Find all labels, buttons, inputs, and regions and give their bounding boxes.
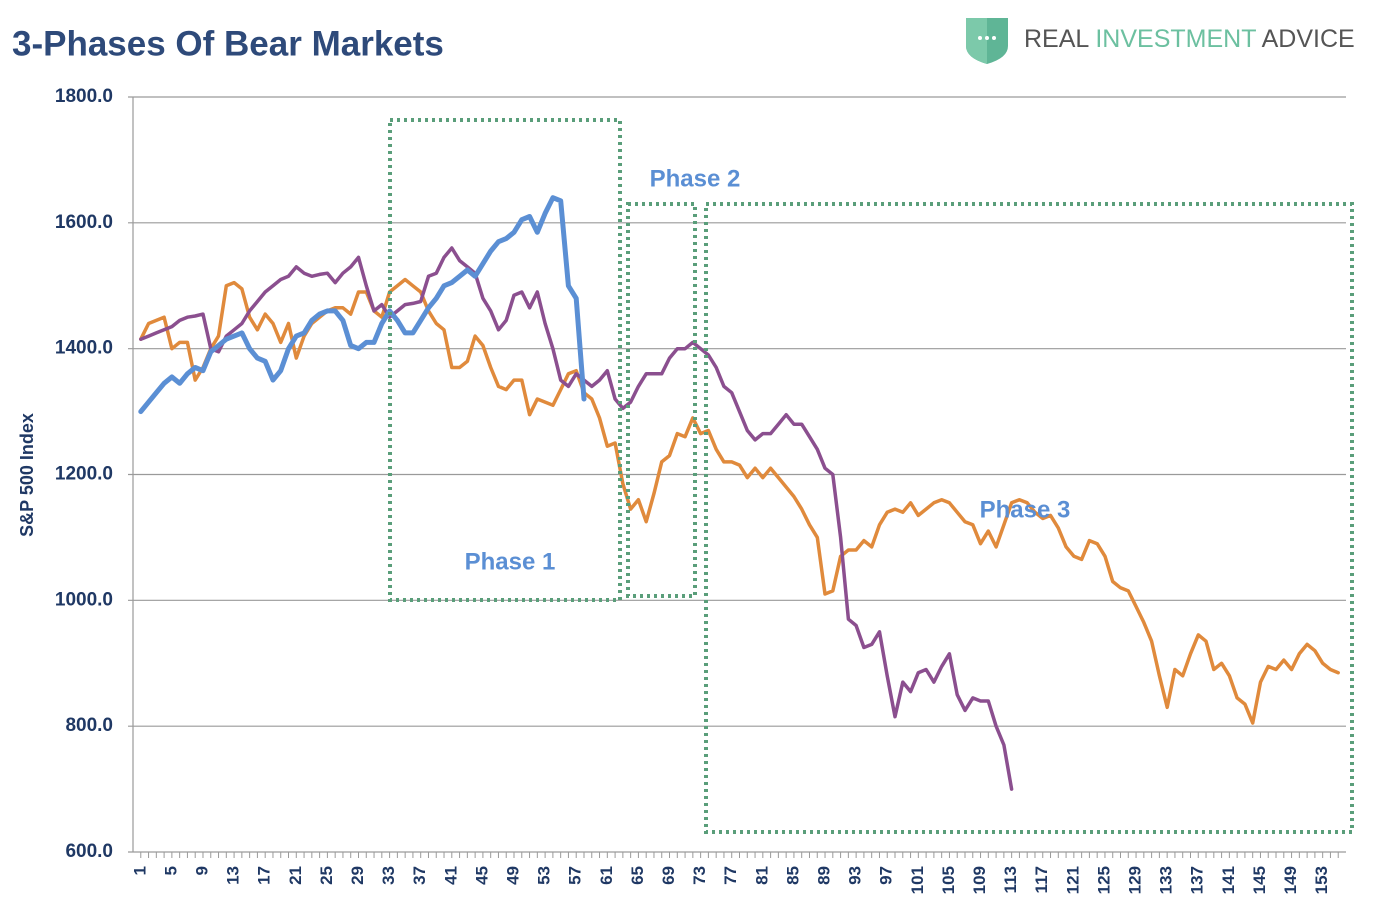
x-tick-label: 13 bbox=[224, 866, 243, 885]
y-tick-label: 1200.0 bbox=[55, 464, 113, 485]
x-tick-label: 41 bbox=[441, 866, 460, 885]
phase-box bbox=[704, 202, 1354, 834]
x-tick-label: 25 bbox=[317, 866, 336, 885]
logo-text: REAL INVESTMENT ADVICE bbox=[1024, 25, 1355, 53]
phase-label: Phase 2 bbox=[650, 165, 741, 192]
x-tick-label: 121 bbox=[1063, 866, 1082, 894]
x-tick-label: 21 bbox=[286, 866, 305, 885]
x-tick-label: 81 bbox=[752, 866, 771, 885]
x-tick-label: 57 bbox=[566, 866, 585, 885]
x-tick-label: 129 bbox=[1126, 866, 1145, 894]
y-tick-label: 1400.0 bbox=[55, 338, 113, 359]
brand-word: ADVICE bbox=[1262, 25, 1355, 53]
x-tick-label: 89 bbox=[815, 866, 834, 885]
chart-title: 3-Phases Of Bear Markets bbox=[12, 24, 444, 63]
x-tick-label: 153 bbox=[1312, 866, 1331, 894]
phase-box bbox=[626, 202, 697, 598]
x-tick-label: 5 bbox=[161, 866, 180, 875]
x-tick-label: 65 bbox=[628, 866, 647, 885]
logo-icon-shade bbox=[966, 18, 987, 64]
x-tick-label: 97 bbox=[877, 866, 896, 885]
series-line bbox=[138, 195, 587, 415]
x-tick-label: 125 bbox=[1094, 866, 1113, 894]
x-tick-label: 49 bbox=[503, 866, 522, 885]
y-tick-label: 600.0 bbox=[65, 841, 113, 862]
x-tick-label: 101 bbox=[908, 866, 927, 894]
series-line bbox=[139, 277, 1340, 725]
x-tick-label: 149 bbox=[1281, 866, 1300, 894]
y-tick-label: 800.0 bbox=[65, 715, 113, 736]
logo: REAL INVESTMENT ADVICE bbox=[966, 18, 1355, 64]
y-tick-label: 1600.0 bbox=[55, 212, 113, 233]
x-tick-label: 77 bbox=[721, 866, 740, 885]
x-tick-label: 45 bbox=[472, 866, 491, 885]
phase-box bbox=[388, 118, 622, 602]
x-tick-label: 69 bbox=[659, 866, 678, 885]
y-axis-label: S&P 500 Index bbox=[17, 413, 37, 537]
x-tick-label: 133 bbox=[1157, 866, 1176, 894]
x-tick-label: 1 bbox=[130, 866, 149, 875]
x-tick-label: 33 bbox=[379, 866, 398, 885]
x-tick-label: 117 bbox=[1032, 866, 1051, 893]
x-tick-label: 105 bbox=[939, 866, 958, 894]
x-tick-label: 109 bbox=[970, 866, 989, 894]
x-tick-label: 61 bbox=[597, 866, 616, 885]
phase-label: Phase 1 bbox=[465, 548, 556, 575]
y-tick-label: 1000.0 bbox=[55, 589, 113, 610]
x-tick-label: 53 bbox=[535, 866, 554, 885]
brand-word: INVESTMENT bbox=[1095, 25, 1256, 53]
brand-word: REAL bbox=[1024, 25, 1089, 53]
x-tick-label: 113 bbox=[1001, 866, 1020, 893]
x-tick-label: 85 bbox=[783, 866, 802, 885]
x-tick-label: 141 bbox=[1219, 866, 1238, 894]
y-tick-label: 1800.0 bbox=[55, 86, 113, 107]
x-tick-label: 93 bbox=[846, 866, 865, 885]
x-tick-label: 137 bbox=[1188, 866, 1207, 894]
x-tick-label: 17 bbox=[255, 866, 274, 885]
x-tick-label: 37 bbox=[410, 866, 429, 885]
x-tick-label: 29 bbox=[348, 866, 367, 885]
phase-label: Phase 3 bbox=[980, 496, 1071, 523]
x-tick-label: 145 bbox=[1250, 866, 1269, 894]
x-tick-label: 73 bbox=[690, 866, 709, 885]
x-tick-label: 9 bbox=[192, 866, 211, 875]
series-line bbox=[139, 246, 1014, 791]
